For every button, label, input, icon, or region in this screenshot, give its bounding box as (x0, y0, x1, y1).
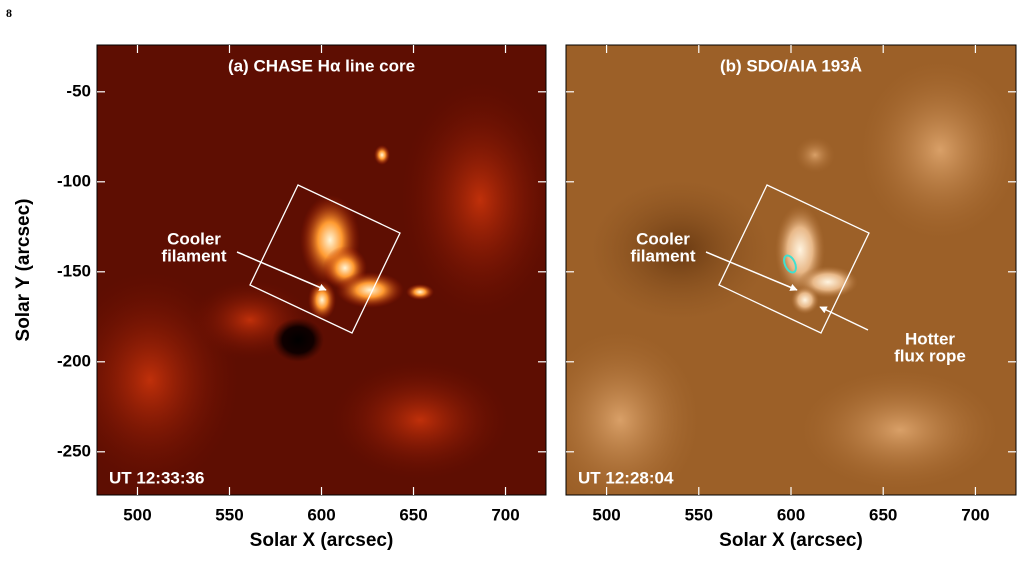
x-axis-label: Solar X (arcsec) (250, 530, 394, 551)
panel-title: (a) CHASE Hα line core (228, 56, 415, 75)
x-tick-label: 600 (307, 505, 335, 524)
page-number: 8 (6, 6, 12, 20)
x-tick-label: 650 (869, 505, 897, 524)
region-box (249, 184, 401, 334)
y-tick-label: -100 (57, 171, 91, 190)
x-tick-label: 600 (777, 505, 805, 524)
y-tick-label: -250 (57, 441, 91, 460)
x-axis-label: Solar X (arcsec) (719, 530, 863, 551)
annotation: flux rope (894, 346, 966, 365)
x-tick-label: 500 (592, 505, 620, 524)
annotation: Cooler (167, 229, 221, 248)
x-tick-label: 550 (215, 505, 243, 524)
arrow (819, 306, 869, 331)
halpha-image (97, 45, 546, 495)
y-tick-label: -150 (57, 261, 91, 280)
x-tick-label: 650 (399, 505, 427, 524)
arrow (705, 251, 798, 291)
arrow (236, 251, 327, 291)
x-tick-label: 700 (491, 505, 519, 524)
x-tick-label: 550 (685, 505, 713, 524)
filament-contour (783, 254, 797, 274)
y-tick-label: -200 (57, 351, 91, 370)
x-tick-label: 500 (123, 505, 151, 524)
aia-image (566, 45, 1016, 495)
annotation: Cooler (636, 229, 690, 248)
annotation: filament (161, 246, 227, 265)
y-tick-label: -50 (66, 81, 91, 100)
panel-title: (b) SDO/AIA 193Å (720, 56, 862, 75)
annotation: Hotter (905, 329, 955, 348)
region-box (718, 184, 870, 334)
x-tick-label: 700 (961, 505, 989, 524)
y-axis-label: Solar Y (arcsec) (13, 199, 34, 342)
timestamp: UT 12:33:36 (109, 468, 204, 487)
annotation: filament (630, 246, 696, 265)
timestamp: UT 12:28:04 (578, 468, 674, 487)
